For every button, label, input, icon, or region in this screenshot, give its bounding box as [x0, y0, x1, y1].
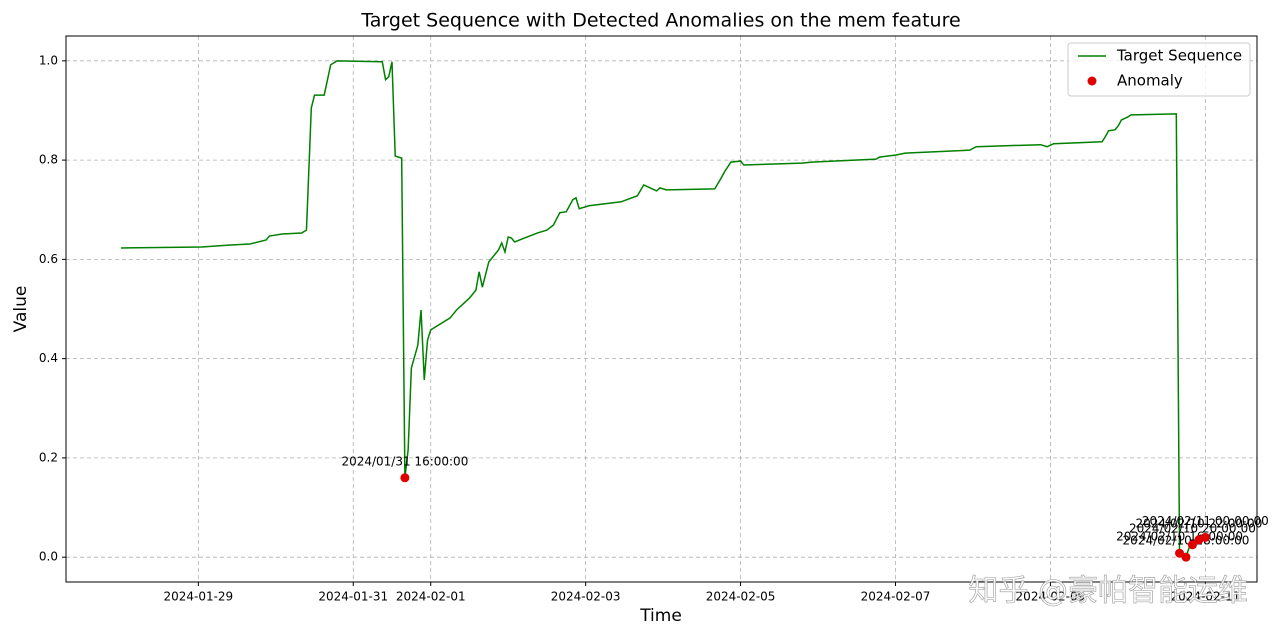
y-tick-label: 0.4	[39, 351, 58, 365]
y-tick-label: 0.0	[39, 550, 58, 564]
anomaly-label: 2024/02/10 16:00:00	[1116, 530, 1243, 544]
y-tick-label: 0.2	[39, 450, 58, 464]
legend-label: Anomaly	[1117, 72, 1183, 90]
anomaly-point	[1181, 552, 1191, 562]
y-tick-label: 0.6	[39, 252, 58, 266]
x-tick-label: 2024-02-07	[861, 590, 931, 604]
x-tick-label: 2024-02-09	[1016, 590, 1086, 604]
plot-frame	[65, 35, 1258, 583]
x-tick-label: 2024-02-11	[1170, 590, 1240, 604]
anomaly-label: 2024/02/10 20:00:00	[1129, 521, 1256, 535]
x-tick-label: 2024-01-29	[163, 590, 233, 604]
y-axis-label: Value	[11, 286, 31, 333]
x-tick-label: 2024-02-01	[396, 590, 466, 604]
anomaly-point	[1175, 548, 1185, 558]
anomaly-point	[1200, 532, 1210, 542]
anomaly-label: 2024/01/31 16:00:00	[341, 454, 468, 468]
x-tick-label: 2024-01-31	[318, 590, 388, 604]
line	[120, 60, 1206, 559]
x-axis-label: Time	[639, 606, 682, 626]
chart-title: Target Sequence with Detected Anomalies …	[360, 10, 960, 32]
legend-label: Target Sequence	[1116, 47, 1242, 65]
anomaly-label: 2024/02/11 00:00:00	[1142, 514, 1269, 528]
anomaly-label: 2024/02/10 22:00:00	[1135, 516, 1262, 530]
anomaly-point	[1187, 540, 1197, 550]
watermark: 知乎 @豪帕智能运维	[968, 574, 1248, 609]
y-tick-label: 1.0	[39, 53, 58, 67]
legend-swatch	[1087, 76, 1097, 86]
x-tick-label: 2024-02-03	[551, 590, 621, 604]
anomaly-label: 2024/02/10 18:00:00	[1123, 534, 1250, 548]
y-tick-label: 0.8	[39, 153, 58, 167]
x-tick-label: 2024-02-05	[706, 590, 776, 604]
anomaly-point	[400, 473, 410, 483]
legend-box	[1067, 42, 1251, 97]
